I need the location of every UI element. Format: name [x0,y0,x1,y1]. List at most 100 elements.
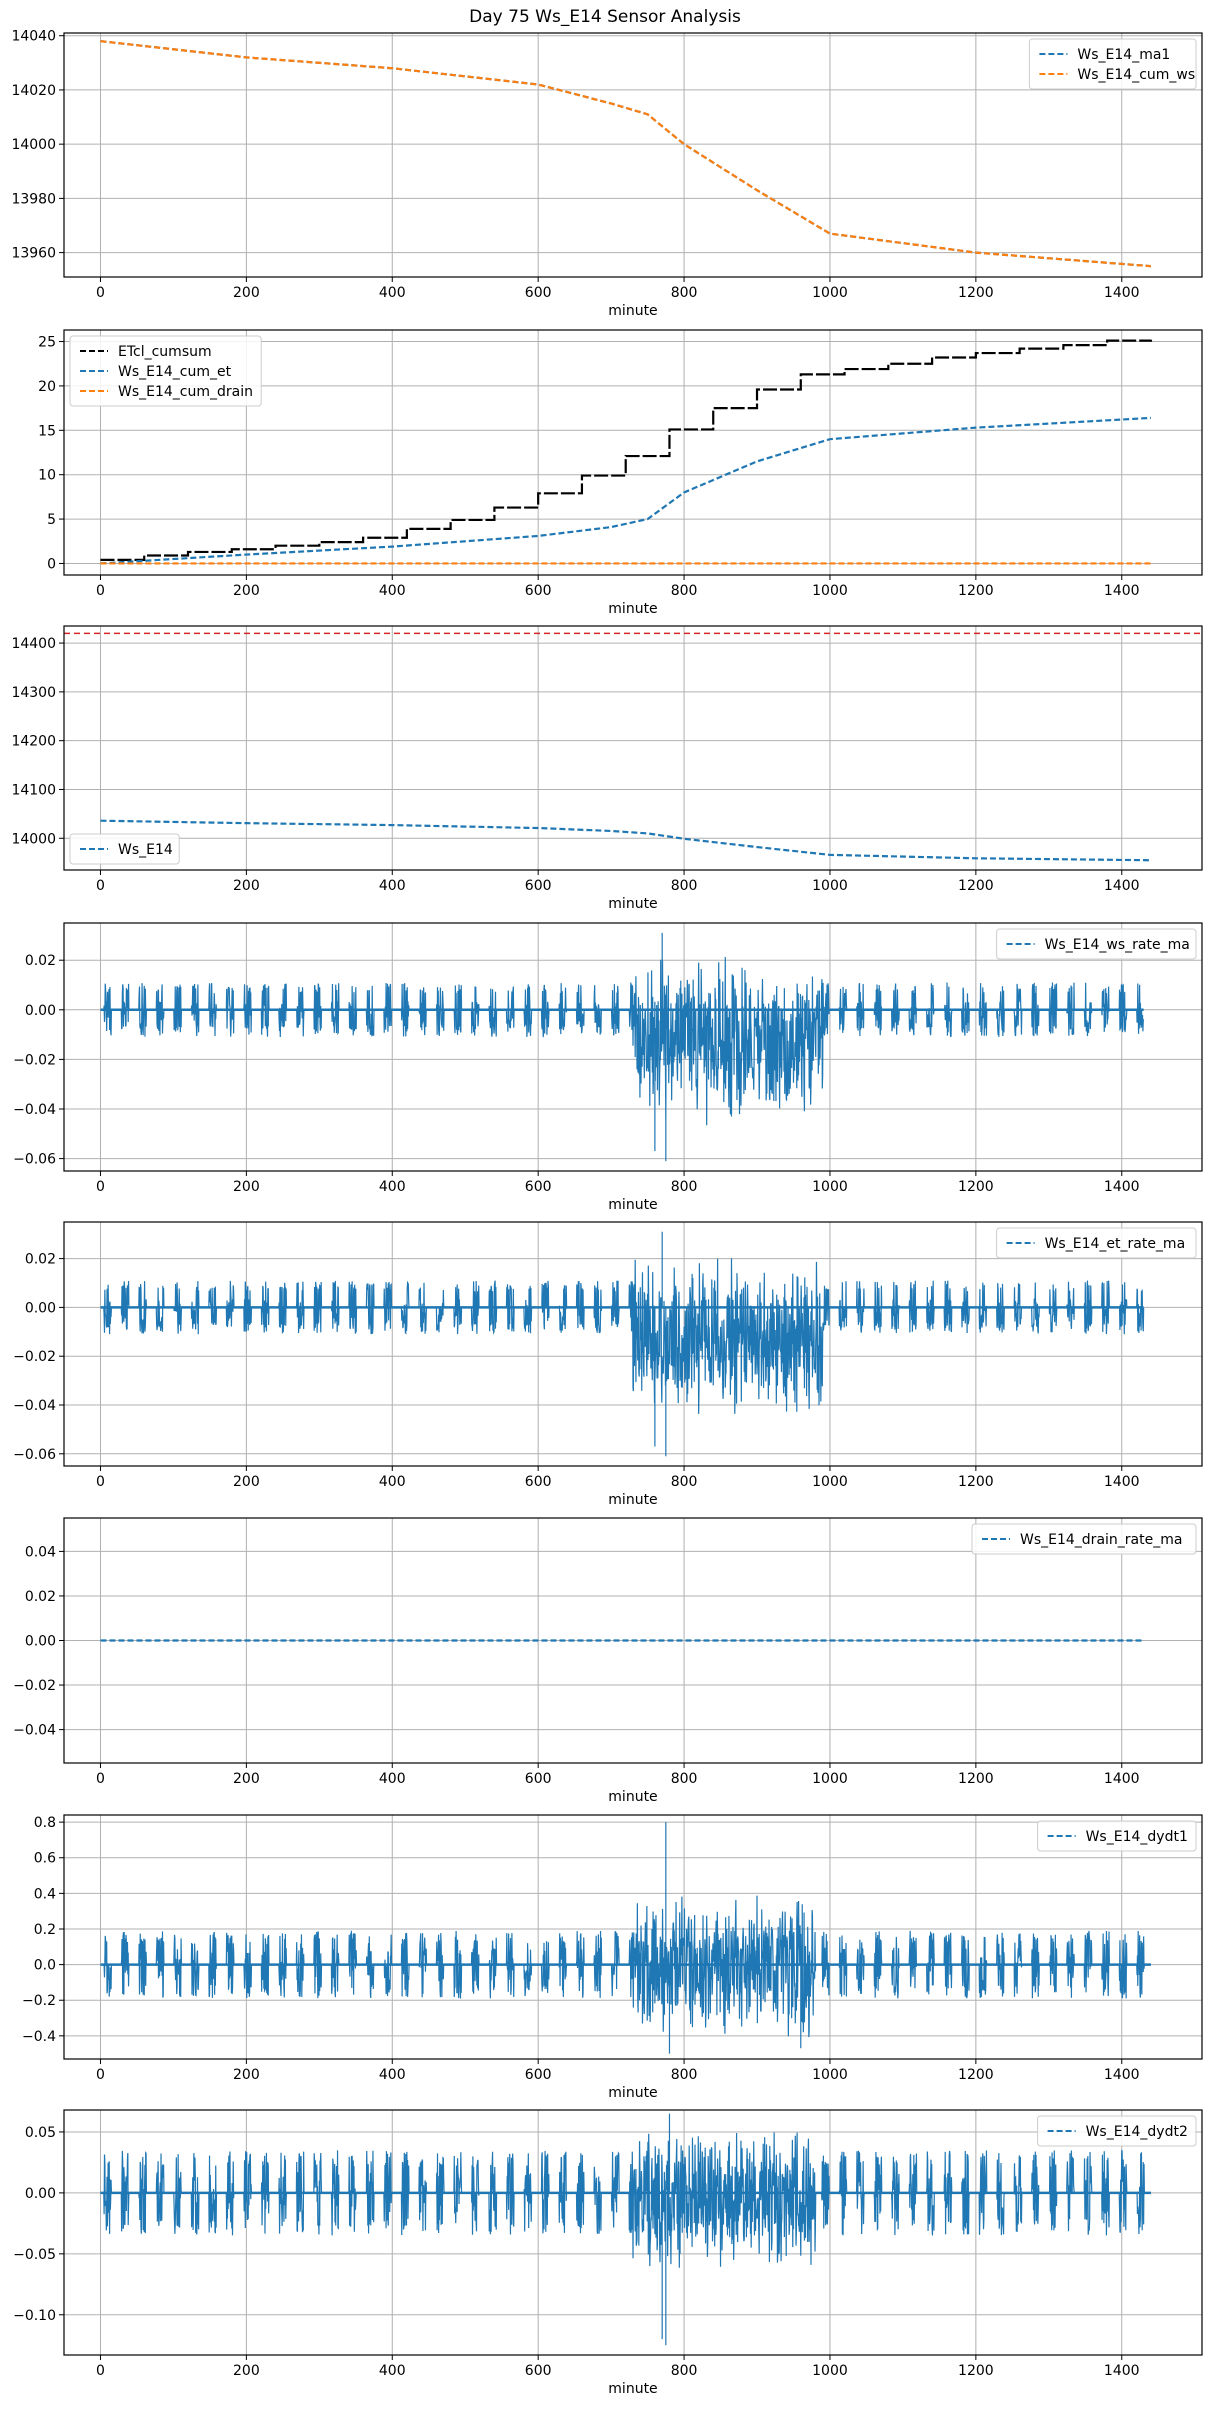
y-tick-label: 0.00 [25,1003,56,1019]
y-tick-label: 14100 [11,782,56,798]
legend: ETcl_cumsum Ws_E14_cum_et Ws_E14_cum_drain [69,335,262,407]
y-tick-label: −0.02 [13,1349,56,1365]
x-tick-label: 1000 [812,285,848,301]
subplot-8: 0 200 400 600 800 1000 1200 1400 −0.10 −0.05 0.00 0… [13,2109,1203,2397]
x-axis-label: minute [608,2085,657,2101]
x-tick-label: 1400 [1104,1179,1140,1195]
x-tick-label: 0 [96,583,105,599]
x-tick-label: 1400 [1104,2067,1140,2083]
plot-area [100,932,1145,1162]
subplot-4: 0 200 400 600 800 1000 1200 1400 −0.06 −0.04 −0.02… [13,922,1203,1213]
y-tick-label: 0.00 [25,2186,56,2202]
y-tick-label: 14200 [11,734,56,750]
x-axis-label: minute [608,1492,657,1508]
legend-label: Ws_E14_et_rate_ma [1045,1236,1186,1252]
x-tick-label: 800 [671,2067,698,2083]
x-tick-label: 200 [233,1179,260,1195]
series-line [100,339,1153,562]
axes-frame [63,1814,1203,2060]
series-line [100,2113,1151,2346]
x-tick-label: 600 [525,878,552,894]
subplot-1: 0 200 400 600 800 1000 1200 1400 13960 13980 14000… [11,29,1203,319]
axes-frame [63,1221,1203,1467]
x-tick-label: 400 [379,2363,406,2379]
legend-label: Ws_E14_cum_ws [1077,67,1195,83]
x-tick-label: 200 [233,285,260,301]
x-tick-label: 200 [233,2363,260,2379]
y-tick-label: −0.06 [13,1152,56,1168]
x-tick-label: 1000 [812,2067,848,2083]
plot-area [100,40,1152,268]
plot-area [100,1822,1151,2054]
x-tick-label: 600 [525,2067,552,2083]
legend-label: Ws_E14_ws_rate_ma [1045,937,1190,953]
x-tick-label: 800 [671,285,698,301]
series-line [100,40,1152,268]
y-tick-label: 0.8 [34,1815,56,1831]
x-axis-label: minute [608,1789,657,1805]
x-tick-label: 0 [96,1474,105,1490]
y-tick-label: 14000 [11,831,56,847]
axes-frame [63,625,1203,871]
x-tick-label: 800 [671,1771,698,1787]
x-tick-label: 1400 [1104,1474,1140,1490]
x-tick-label: 800 [671,583,698,599]
legend-label: Ws_E14_drain_rate_ma [1020,1532,1182,1548]
subplot-3: 0 200 400 600 800 1000 1200 1400 14000 14100 14200… [11,625,1203,912]
subplot-2: 0 200 400 600 800 1000 1200 1400 0 5 10 15 20 25 minut… [38,329,1203,617]
series-line [100,819,1151,862]
x-tick-label: 1400 [1104,583,1140,599]
legend-box [69,833,180,865]
x-tick-label: 400 [379,2067,406,2083]
legend: Ws_E14_drain_rate_ma [971,1523,1197,1555]
x-tick-label: 1000 [812,1771,848,1787]
x-axis-label: minute [608,1197,657,1213]
legend-label: Ws_E14_cum_drain [118,384,253,400]
x-axis-label: minute [608,601,657,617]
x-tick-label: 200 [233,878,260,894]
y-tick-label: 5 [47,512,56,528]
y-tick-label: 0.05 [25,2125,56,2141]
plot-area [100,339,1153,565]
axes-frame [63,329,1203,576]
y-tick-label: −0.02 [13,1678,56,1694]
legend-box [69,335,262,407]
y-tick-label: 14000 [11,137,56,153]
legend-box [1028,38,1197,90]
y-tick-label: −0.04 [13,1398,56,1414]
y-tick-label: −0.04 [13,1102,56,1118]
x-tick-label: 1200 [958,1771,994,1787]
y-tick-label: 0 [47,556,56,572]
x-tick-label: 1200 [958,285,994,301]
plot-area [64,632,1202,862]
x-tick-label: 200 [233,1474,260,1490]
legend: Ws_E14_et_rate_ma [996,1227,1197,1259]
x-tick-label: 400 [379,1771,406,1787]
series-line [100,932,1145,1162]
series-line [100,40,1152,268]
x-tick-label: 600 [525,1771,552,1787]
y-tick-label: 20 [38,379,56,395]
y-tick-label: 14300 [11,685,56,701]
y-tick-label: 0.0 [34,1958,56,1974]
x-tick-label: 800 [671,878,698,894]
x-tick-label: 1200 [958,1179,994,1195]
subplot-7: 0 200 400 600 800 1000 1200 1400 −0.4 −0.2 0.0 0.2 0… [22,1814,1203,2101]
x-tick-label: 1200 [958,878,994,894]
legend-box [971,1523,1197,1555]
legend: Ws_E14_ma1 Ws_E14_cum_ws [1028,38,1197,90]
x-tick-label: 1200 [958,583,994,599]
y-tick-label: 13980 [11,191,56,207]
x-tick-label: 1400 [1104,1771,1140,1787]
legend-box [1037,1820,1197,1852]
x-tick-label: 200 [233,1771,260,1787]
x-tick-label: 400 [379,1179,406,1195]
x-axis-label: minute [608,896,657,912]
x-tick-label: 1400 [1104,285,1140,301]
x-tick-label: 0 [96,878,105,894]
x-tick-label: 600 [525,1474,552,1490]
y-tick-label: 14020 [11,83,56,99]
x-tick-label: 600 [525,583,552,599]
y-tick-label: 10 [38,468,56,484]
x-tick-label: 200 [233,2067,260,2083]
